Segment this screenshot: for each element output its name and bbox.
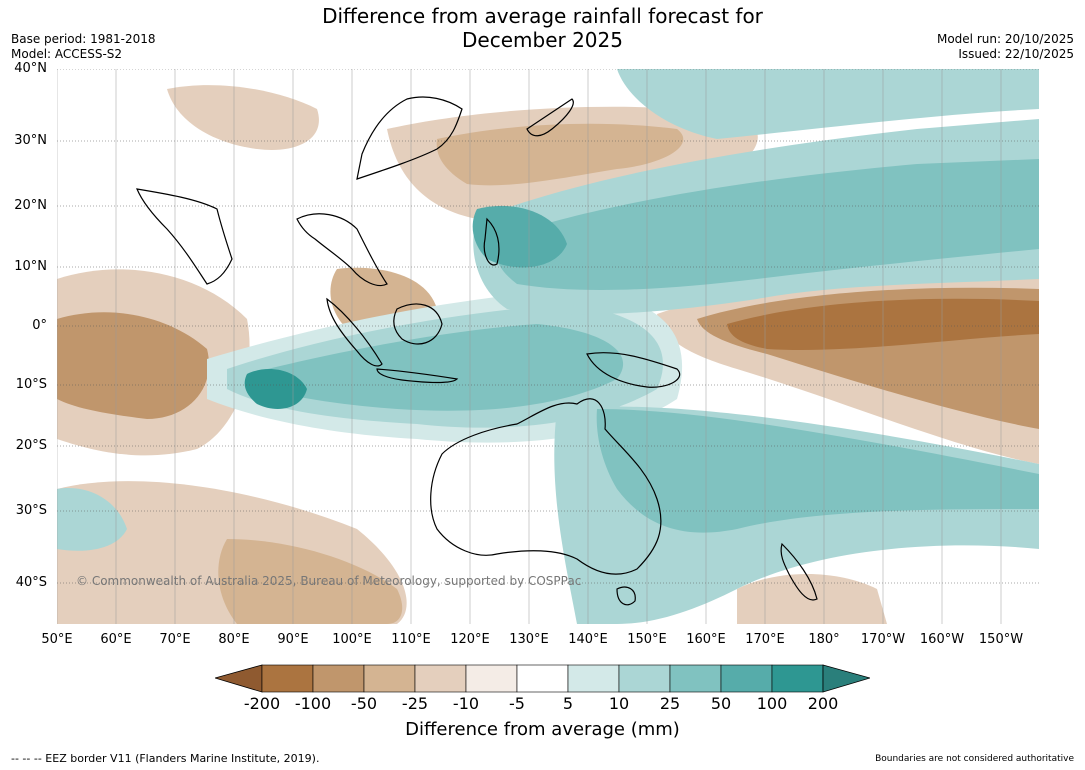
colorbar-title: Difference from average (mm) [405, 719, 680, 740]
colorbar-tick: 10 [608, 694, 630, 713]
wet-region-nw-pacific-north [617, 69, 1039, 139]
japan-coastline [526, 98, 574, 137]
sumatra-coastline [326, 297, 383, 367]
colorbar-segment [771, 664, 824, 693]
base-period: Base period: 1981-2018 [11, 32, 156, 46]
tasmania-coastline [616, 586, 636, 606]
dry-region-east-asia-core [436, 123, 684, 186]
colorbar-tick: -50 [350, 694, 378, 713]
lat-label: 30°S [15, 503, 47, 518]
australia-coastline [430, 398, 662, 575]
colorbar-tick: 5 [562, 694, 574, 713]
meta-right: Model run: 20/10/2025 Issued: 22/10/2025 [937, 32, 1074, 62]
lon-label: 170°W [860, 632, 906, 647]
lat-label: 40°S [15, 575, 47, 590]
meta-left: Base period: 1981-2018 Model: ACCESS-S2 [11, 32, 156, 62]
new-zealand-coastline [780, 542, 818, 601]
eez-note: -- -- -- EEZ border V11 (Flanders Marine… [11, 752, 320, 765]
colorbar-tick: -200 [243, 694, 281, 713]
chart-title: Difference from average rainfall forecas… [0, 4, 1085, 52]
lat-label: 10°N [14, 259, 47, 274]
coastlines [136, 96, 818, 606]
lon-label: 110°E [391, 632, 431, 647]
lon-label: 170°E [745, 632, 785, 647]
borneo-coastline [393, 303, 443, 345]
copyright-notice: © Commonwealth of Australia 2025, Bureau… [76, 574, 582, 588]
wet-region-indian-core [244, 369, 307, 409]
se-asia-coastline [296, 213, 388, 287]
java-coastline [376, 368, 459, 384]
colorbar-tick: 25 [659, 694, 681, 713]
lon-label: 120°E [450, 632, 490, 647]
lat-label: 40°N [14, 61, 47, 76]
lon-label: 160°W [919, 632, 965, 647]
colorbar-arrow-right [822, 664, 870, 693]
philippines-coastline [483, 217, 500, 266]
issued-date: Issued: 22/10/2025 [958, 47, 1074, 61]
lat-label: 0° [32, 318, 47, 333]
colorbar-tick: -100 [294, 694, 332, 713]
lon-label: 90°E [277, 632, 309, 647]
lat-label: 20°N [14, 198, 47, 213]
lat-label: 20°S [15, 438, 47, 453]
colorbar-tick: 50 [710, 694, 732, 713]
colorbar-segment [567, 664, 620, 693]
colorbar-segment [618, 664, 671, 693]
lon-label: 50°E [41, 632, 73, 647]
dry-region-west-indian-core [57, 312, 209, 419]
lat-label: 10°S [15, 377, 47, 392]
colorbar-segment [516, 664, 569, 693]
colorbar-segment [312, 664, 365, 693]
colorbar-segment [465, 664, 518, 693]
wet-region-south-indian-west [57, 488, 127, 551]
colorbar-arrow-left [215, 664, 263, 693]
wet-region-north-pacific-mid [495, 159, 1039, 291]
title-line-1: Difference from average rainfall forecas… [322, 4, 763, 28]
china-coastline [356, 96, 463, 180]
lon-label: 140°E [568, 632, 608, 647]
lon-label: 70°E [159, 632, 191, 647]
colorbar-segment [363, 664, 416, 693]
lat-label: 30°N [14, 133, 47, 148]
meridians [57, 69, 1002, 624]
model-run: Model run: 20/10/2025 [936, 32, 1074, 46]
colorbar-segment [720, 664, 773, 693]
lon-label: 150°W [978, 632, 1024, 647]
colorbar-tick: -5 [509, 694, 525, 713]
dry-region-tibet [167, 85, 319, 150]
boundaries-note: Boundaries are not considered authoritat… [875, 754, 1074, 764]
colorbar-tick: 100 [756, 694, 788, 713]
lon-label: 160°E [686, 632, 726, 647]
colorbar-tick: 200 [807, 694, 839, 713]
india-coastline [136, 188, 233, 285]
lon-label: 130°E [509, 632, 549, 647]
new-guinea-coastline [586, 352, 681, 388]
lon-label: 150°E [627, 632, 667, 647]
lon-label: 60°E [100, 632, 132, 647]
title-line-2: December 2025 [462, 28, 623, 52]
colorbar-segment [669, 664, 722, 693]
dry-region-tasman [737, 574, 887, 624]
colorbar-tick: -25 [401, 694, 429, 713]
anomaly-shading [57, 69, 1039, 624]
wet-region-philippines [472, 205, 567, 268]
colorbar [215, 664, 870, 693]
model-name: Model: ACCESS-S2 [11, 47, 123, 61]
lon-label: 180° [808, 632, 840, 647]
wet-region-south-pacific-mid [596, 409, 1039, 533]
lon-label: 80°E [218, 632, 250, 647]
lon-label: 100°E [332, 632, 372, 647]
colorbar-segment [414, 664, 467, 693]
colorbar-tick: -10 [452, 694, 480, 713]
dry-region-south-indian-core [218, 539, 403, 624]
colorbar-segment [261, 664, 314, 693]
rainfall-map [57, 69, 1039, 624]
